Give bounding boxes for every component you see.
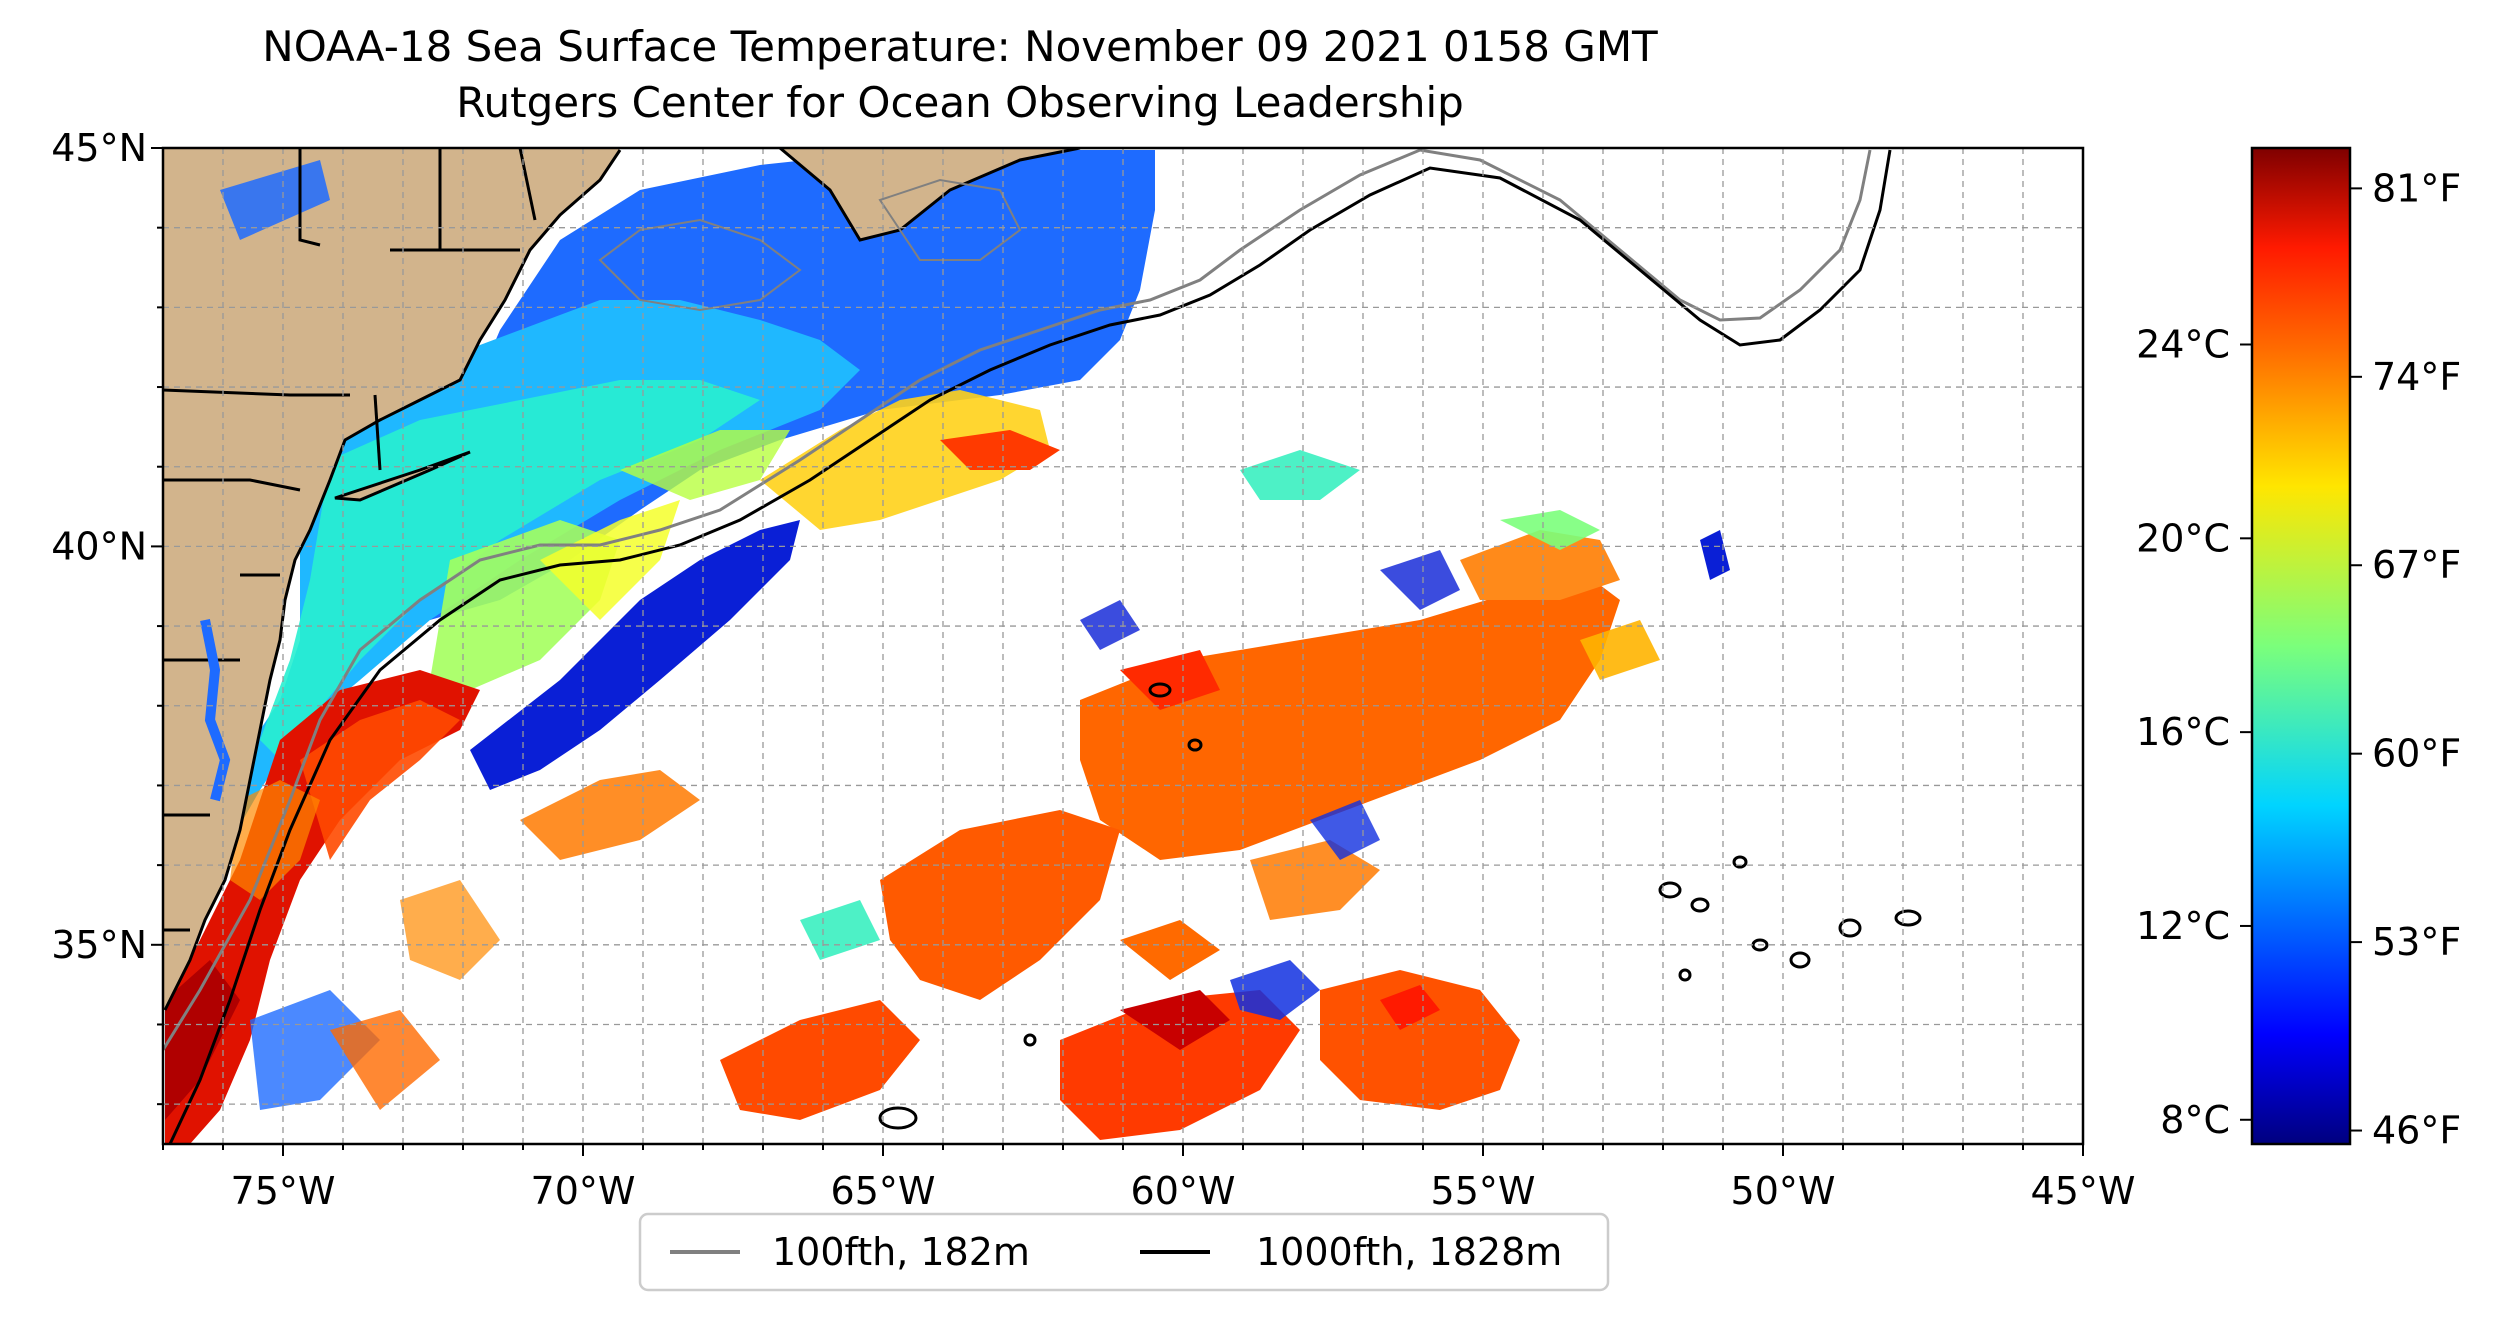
y-tick-label: 40°N [51, 524, 147, 568]
colorbar-label-f: 53°F [2372, 920, 2461, 964]
colorbar-label-f: 74°F [2372, 355, 2461, 399]
colorbar-label-c: 16°C [2136, 710, 2230, 754]
colorbar-label-c: 20°C [2136, 516, 2230, 560]
colorbar-label-c: 12°C [2136, 904, 2230, 948]
colorbar-label-f: 67°F [2372, 543, 2461, 587]
x-tick-label: 55°W [1431, 1169, 1536, 1213]
x-tick-label: 45°W [2031, 1169, 2136, 1213]
long-island [334, 450, 471, 502]
sst-field [165, 150, 1730, 1144]
land [163, 148, 1080, 1010]
y-tick-label: 35°N [51, 923, 147, 967]
colorbar-label-c: 24°C [2136, 323, 2230, 367]
isobath-100fth-line [163, 148, 1872, 1051]
chesapeake-bay [200, 619, 231, 802]
colorbar-gradient [2250, 146, 2352, 1146]
colorbar-label-f: 46°F [2372, 1109, 2461, 1153]
colorbar-label-c: 8°C [2160, 1098, 2230, 1142]
chart-subtitle: Rutgers Center for Ocean Observing Leade… [456, 78, 1464, 127]
x-tick-label: 65°W [831, 1169, 936, 1213]
legend: 100fth, 182m 1000fth, 1828m [638, 1212, 1610, 1292]
legend-box [638, 1212, 1610, 1292]
colorbar-label-f: 60°F [2372, 732, 2461, 776]
isobath-1000fth-line [168, 149, 1892, 1144]
x-tick-label: 50°W [1731, 1169, 1836, 1213]
x-tick-label: 60°W [1131, 1169, 1236, 1213]
state-boundaries [163, 148, 537, 932]
colorbar-label-f: 81°F [2372, 166, 2461, 210]
colorbar: 81°F 74°F 67°F 60°F 53°F 46°F 24°C 20°C 16°C 12°C… [2136, 146, 2461, 1153]
coastline [163, 149, 622, 1011]
x-tick-label: 70°W [531, 1169, 636, 1213]
x-tick-label: 75°W [231, 1169, 336, 1213]
legend-label-1000fth: 1000fth, 1828m [1256, 1230, 1562, 1274]
y-tick-label: 45°N [51, 126, 147, 170]
legend-label-100fth: 100fth, 182m [772, 1230, 1030, 1274]
map-axes: 75°W 70°W 65°W 60°W 55°W 50°W 45°W 45°N 40°N 35°N [51, 126, 2135, 1213]
chart-title: NOAA-18 Sea Surface Temperature: Novembe… [262, 22, 1658, 71]
map-panel [163, 148, 2083, 1144]
